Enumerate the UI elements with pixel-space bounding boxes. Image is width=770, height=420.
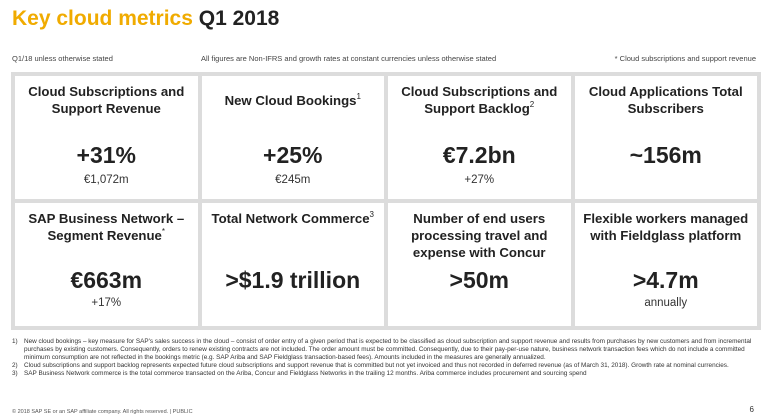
metric-tile-business-network-revenue: SAP Business Network – Segment Revenue* … [15, 203, 198, 326]
footnote: 2) Cloud subscriptions and support backl… [12, 362, 729, 369]
metric-tile-cloud-app-subscribers: Cloud Applications Total Subscribers ~15… [574, 76, 757, 199]
metric-tile-cloud-subscriptions-revenue: Cloud Subscriptions and Support Revenue … [15, 76, 198, 199]
footnote: 3) SAP Business Network commerce is the … [12, 370, 587, 377]
metric-value: €7.2bn [442, 142, 516, 168]
metric-tile-new-cloud-bookings: New Cloud Bookings1 +25% €245m [201, 76, 384, 199]
metric-subvalue: +27% [464, 174, 495, 186]
footnotes: 1) New cloud bookings – key measure for … [12, 338, 760, 378]
metric-value: +25% [263, 142, 323, 168]
metric-title: SAP Business Network – Segment Revenue* [28, 211, 185, 243]
metric-tile-total-network-commerce: Total Network Commerce3 >$1.9 trillion [201, 203, 384, 326]
metric-subvalue: annually [644, 297, 688, 309]
metric-subvalue: €1,072m [83, 174, 129, 186]
metric-value: +31% [76, 142, 136, 168]
metric-title: Cloud Subscriptions and Support Backlog2 [401, 84, 558, 116]
metric-title: Flexible workers managed with Fieldglass… [583, 211, 749, 243]
metric-title: Cloud Subscriptions and Support Revenue [28, 84, 185, 116]
footnote-ref: 3 [369, 209, 374, 219]
metric-value: €663m [70, 267, 143, 293]
subheader-middle: All figures are Non-IFRS and growth rate… [201, 54, 497, 63]
footnote-ref: 2 [529, 99, 535, 109]
metric-value: >4.7m [632, 267, 699, 293]
metric-value: ~156m [629, 142, 702, 168]
metric-title: Total Network Commerce3 [211, 209, 375, 226]
copyright: © 2018 SAP SE or an SAP affiliate compan… [12, 409, 193, 415]
metric-title: New Cloud Bookings1 [224, 91, 361, 108]
metric-title: Number of end users processing travel an… [411, 211, 548, 260]
metrics-grid: Cloud Subscriptions and Support Revenue … [11, 72, 761, 330]
subheader-right: * Cloud subscriptions and support revenu… [614, 54, 756, 63]
metric-subvalue: +17% [91, 297, 122, 309]
title-highlight: Key cloud metrics [12, 7, 193, 30]
metric-subvalue: €245m [275, 174, 311, 186]
metric-tile-fieldglass-workers: Flexible workers managed with Fieldglass… [574, 203, 757, 326]
metric-value: >50m [449, 267, 509, 293]
metric-title: Cloud Applications Total Subscribers [588, 84, 743, 116]
subheader-left: Q1/18 unless otherwise stated [12, 54, 113, 63]
footnote-ref: 1 [356, 91, 361, 101]
page-number: 6 [749, 405, 754, 414]
footnote-ref: * [161, 226, 165, 236]
metric-tile-cloud-backlog: Cloud Subscriptions and Support Backlog2… [388, 76, 571, 199]
title-period: Q1 2018 [198, 7, 280, 30]
footnote: 1) New cloud bookings – key measure for … [12, 338, 752, 361]
page-title: Key cloud metrics Q1 2018 [12, 7, 279, 31]
metric-value: >$1.9 trillion [225, 267, 361, 293]
metric-tile-concur-end-users: Number of end users processing travel an… [388, 203, 571, 326]
